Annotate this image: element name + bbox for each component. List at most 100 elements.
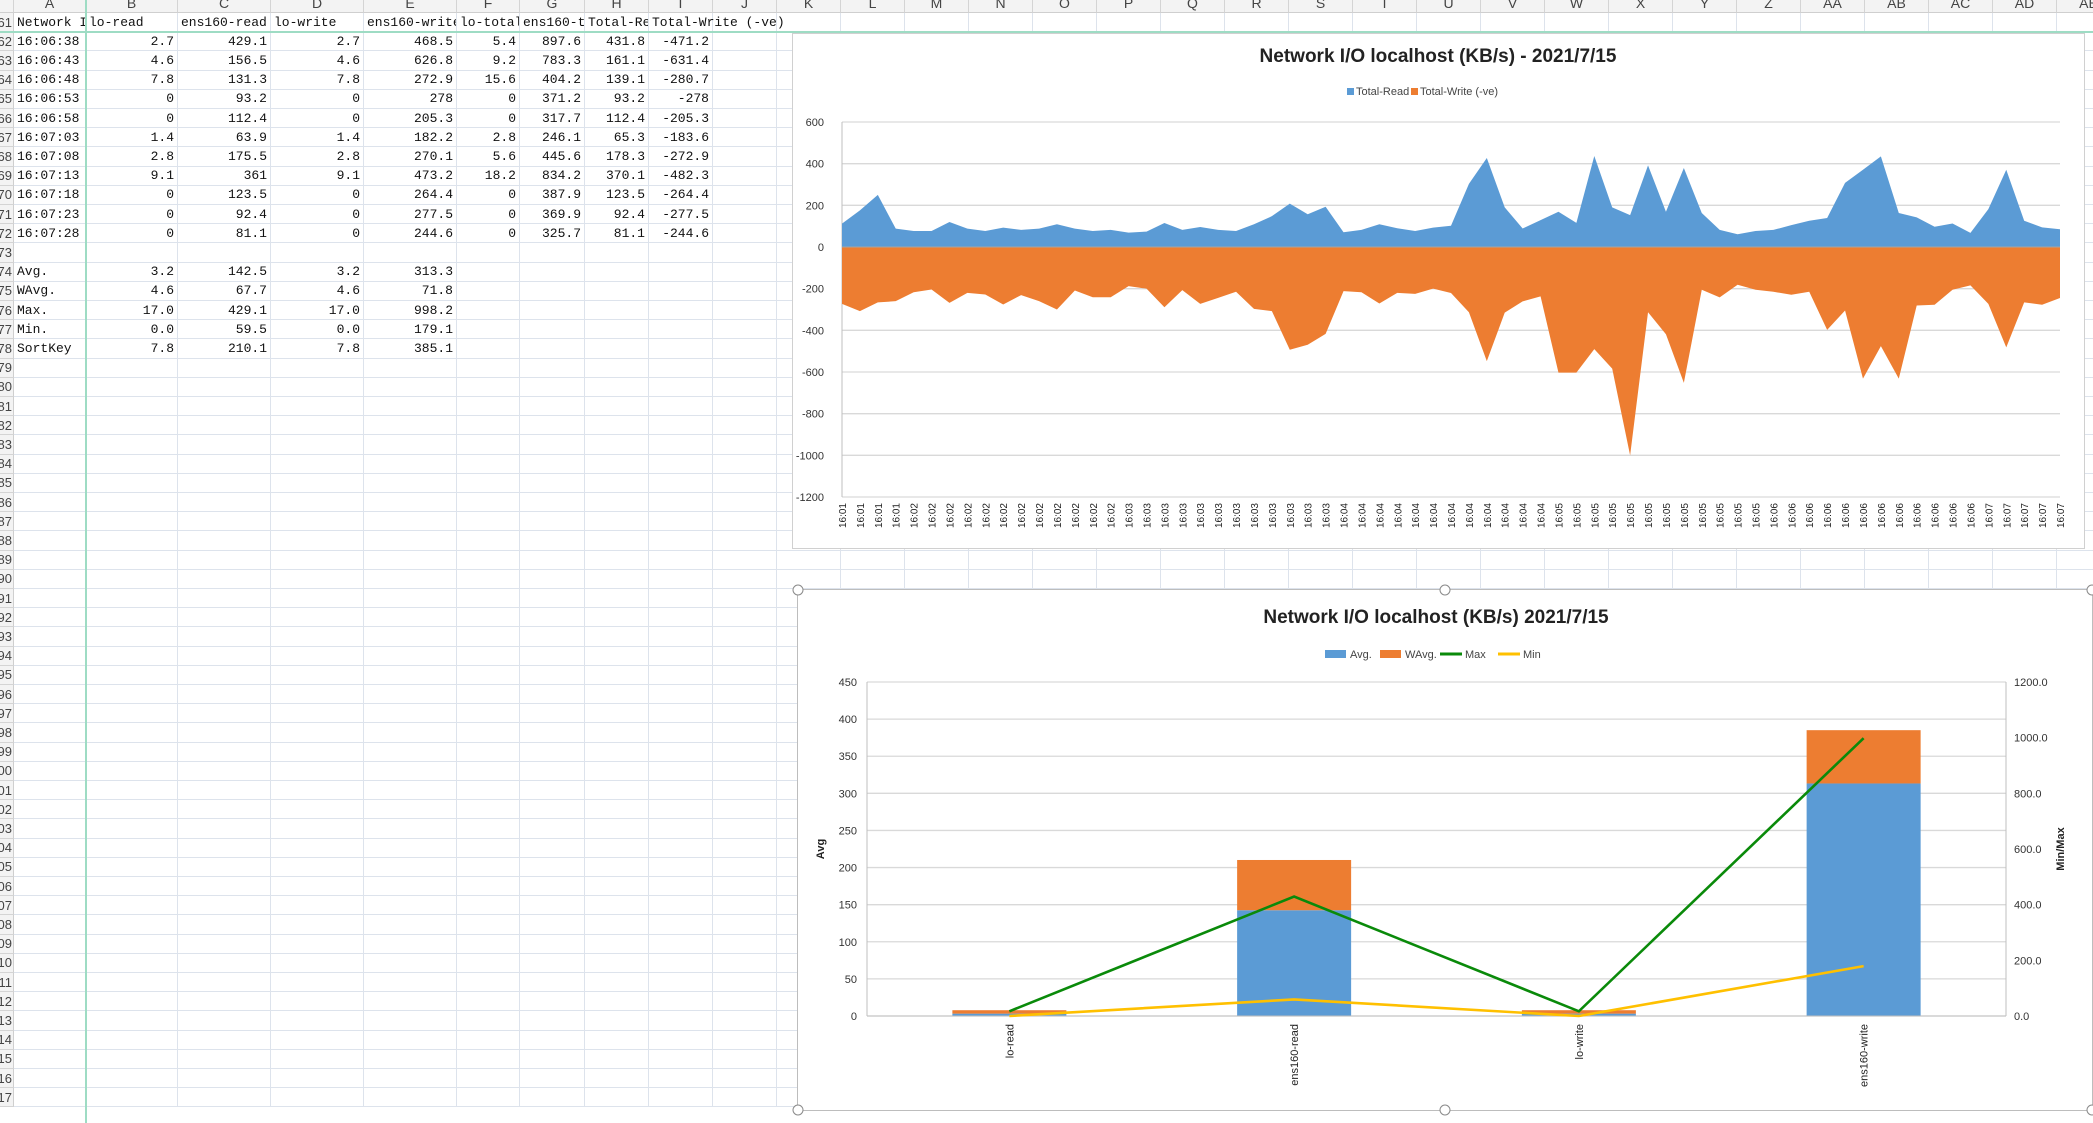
- cell[interactable]: [905, 550, 969, 570]
- cell[interactable]: 387.9: [520, 185, 585, 205]
- cell[interactable]: [178, 685, 271, 705]
- cell[interactable]: [520, 877, 585, 897]
- cell[interactable]: [713, 685, 777, 705]
- cell[interactable]: [713, 89, 777, 109]
- row-header[interactable]: 107: [0, 896, 14, 916]
- cell[interactable]: [457, 665, 520, 685]
- cell[interactable]: 15.6: [457, 70, 520, 90]
- cell[interactable]: 123.5: [178, 185, 271, 205]
- cell[interactable]: [713, 454, 777, 474]
- cell[interactable]: [14, 358, 86, 378]
- cell[interactable]: [178, 992, 271, 1012]
- cell[interactable]: [585, 685, 649, 705]
- column-header-M[interactable]: M: [905, 0, 969, 13]
- column-header-D[interactable]: D: [271, 0, 364, 13]
- cell[interactable]: [364, 397, 457, 417]
- cell[interactable]: [585, 397, 649, 417]
- cell[interactable]: [1353, 550, 1417, 570]
- cell[interactable]: [457, 243, 520, 263]
- cell[interactable]: [520, 358, 585, 378]
- column-title-cell[interactable]: Total-Write (-ve): [649, 13, 785, 33]
- cell[interactable]: [14, 685, 86, 705]
- cell[interactable]: 369.9: [520, 205, 585, 225]
- cell[interactable]: [585, 1069, 649, 1089]
- column-title-cell[interactable]: [1993, 13, 2057, 33]
- cell[interactable]: 2.8: [457, 128, 520, 148]
- cell[interactable]: 272.9: [364, 70, 457, 90]
- column-title-cell[interactable]: lo-read: [86, 13, 178, 33]
- cell[interactable]: [457, 1088, 520, 1108]
- row-header[interactable]: 108: [0, 915, 14, 935]
- cell[interactable]: [14, 742, 86, 762]
- cell[interactable]: [178, 915, 271, 935]
- cell[interactable]: [520, 512, 585, 532]
- cell[interactable]: [14, 857, 86, 877]
- cell[interactable]: 4.6: [86, 51, 178, 71]
- cell[interactable]: 4.6: [271, 51, 364, 71]
- cell[interactable]: [14, 1011, 86, 1031]
- cell[interactable]: 0: [457, 89, 520, 109]
- cell[interactable]: [713, 896, 777, 916]
- cell[interactable]: [713, 224, 777, 244]
- cell[interactable]: 9.1: [86, 166, 178, 186]
- cell[interactable]: 0: [86, 224, 178, 244]
- cell[interactable]: [1801, 569, 1865, 589]
- cell[interactable]: [713, 627, 777, 647]
- row-header[interactable]: 109: [0, 934, 14, 954]
- cell[interactable]: 4.6: [86, 281, 178, 301]
- cell[interactable]: [14, 416, 86, 436]
- cell[interactable]: 16:06:58: [14, 109, 86, 129]
- cell[interactable]: [271, 800, 364, 820]
- cell[interactable]: 2.8: [271, 147, 364, 167]
- cell[interactable]: [1929, 569, 1993, 589]
- cell[interactable]: [520, 281, 585, 301]
- row-header[interactable]: 103: [0, 819, 14, 839]
- cell[interactable]: [86, 435, 178, 455]
- cell[interactable]: [585, 973, 649, 993]
- cell[interactable]: [713, 205, 777, 225]
- cell[interactable]: 16:07:08: [14, 147, 86, 167]
- cell[interactable]: [364, 838, 457, 858]
- cell[interactable]: [271, 704, 364, 724]
- cell[interactable]: [585, 569, 649, 589]
- cell[interactable]: [457, 1049, 520, 1069]
- area-series-total-write[interactable]: [842, 247, 2060, 456]
- cell[interactable]: 0: [86, 205, 178, 225]
- column-title-cell[interactable]: [1417, 13, 1481, 33]
- cell[interactable]: WAvg.: [14, 281, 86, 301]
- cell[interactable]: 429.1: [178, 32, 271, 52]
- network-io-area-chart[interactable]: Network I/O localhost (KB/s) - 2021/7/15…: [792, 33, 2085, 549]
- cell[interactable]: [520, 262, 585, 282]
- cell[interactable]: [713, 301, 777, 321]
- cell[interactable]: [585, 704, 649, 724]
- cell[interactable]: [86, 704, 178, 724]
- cell[interactable]: [520, 339, 585, 359]
- cell[interactable]: [178, 493, 271, 513]
- column-title-cell[interactable]: [1929, 13, 1993, 33]
- cell[interactable]: [271, 473, 364, 493]
- cell[interactable]: [271, 665, 364, 685]
- cell[interactable]: [271, 589, 364, 609]
- row-header[interactable]: 88: [0, 531, 14, 551]
- cell[interactable]: [86, 493, 178, 513]
- cell[interactable]: [86, 512, 178, 532]
- resize-handle[interactable]: [1439, 584, 1451, 596]
- cell[interactable]: [178, 857, 271, 877]
- cell[interactable]: [14, 781, 86, 801]
- row-header[interactable]: 97: [0, 704, 14, 724]
- cell[interactable]: [520, 685, 585, 705]
- cell[interactable]: [86, 569, 178, 589]
- cell[interactable]: [520, 781, 585, 801]
- cell[interactable]: [364, 1069, 457, 1089]
- cell[interactable]: [713, 51, 777, 71]
- cell[interactable]: [457, 435, 520, 455]
- row-header[interactable]: 117: [0, 1088, 14, 1108]
- cell[interactable]: [86, 1049, 178, 1069]
- cell[interactable]: -244.6: [649, 224, 713, 244]
- cell[interactable]: [649, 896, 713, 916]
- cell[interactable]: 93.2: [585, 89, 649, 109]
- cell[interactable]: 2.8: [86, 147, 178, 167]
- resize-handle[interactable]: [2086, 584, 2093, 596]
- cell[interactable]: [713, 109, 777, 129]
- cell[interactable]: [364, 685, 457, 705]
